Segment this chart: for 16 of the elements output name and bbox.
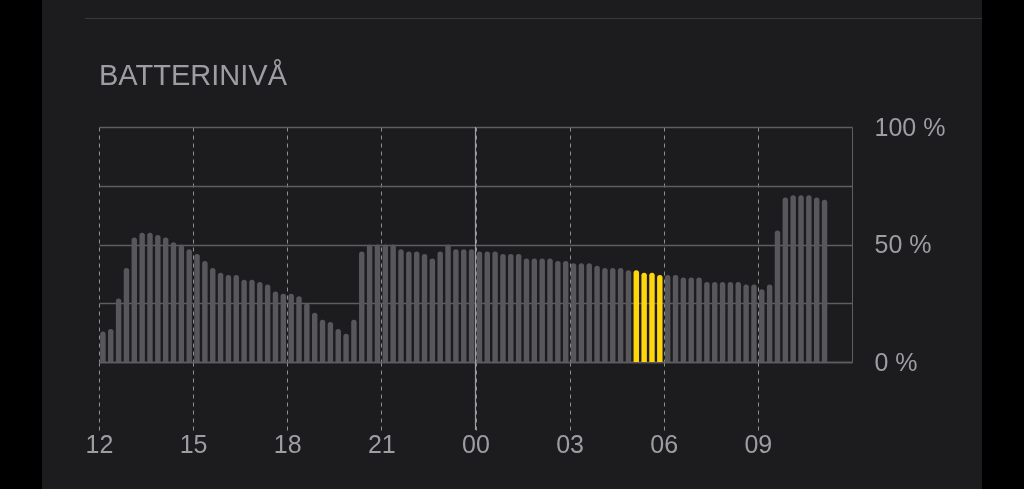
y-tick-label: 50 % bbox=[874, 230, 932, 258]
y-tick-label: 100 % bbox=[874, 112, 946, 141]
x-tick-label: 03 bbox=[556, 429, 585, 458]
bar bbox=[657, 275, 663, 362]
x-tick-label: 21 bbox=[367, 429, 396, 458]
x-tick-label: 12 bbox=[85, 429, 114, 458]
x-tick-label: 09 bbox=[744, 429, 773, 458]
x-tick-label: 18 bbox=[273, 429, 302, 458]
x-tick-label: 06 bbox=[650, 429, 679, 458]
bar bbox=[649, 272, 655, 362]
bar bbox=[633, 270, 640, 362]
chart-title: BATTERINIVÅ bbox=[99, 59, 288, 91]
y-tick-label: 0 % bbox=[874, 347, 918, 376]
bar bbox=[641, 272, 647, 362]
x-tick-label: 00 bbox=[462, 429, 490, 458]
x-tick-label: 15 bbox=[179, 429, 208, 458]
